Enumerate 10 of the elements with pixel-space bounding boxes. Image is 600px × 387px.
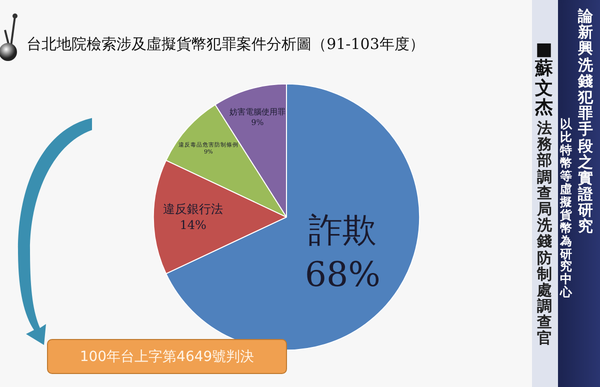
text: 法務部調查局洗錢防制處調查官 [537,119,552,348]
slice-label: 違反銀行法 [163,202,224,216]
text: 100年台上字第4649號判決 [47,339,287,374]
data-label: 14% [180,218,206,232]
chart-title: 台北地院檢索涉及虛擬貨幣犯罪案件分析圖（91-103年度） [26,35,424,54]
text: ■ 蘇文杰 [535,39,553,118]
data-label: 68% [304,254,380,295]
text: 論新興洗錢犯罪手段之實證研究 [578,7,593,236]
text: 以比特幣等虛擬貨幣為研究中心 [560,117,572,300]
slice-label: 詐欺 [308,210,377,251]
